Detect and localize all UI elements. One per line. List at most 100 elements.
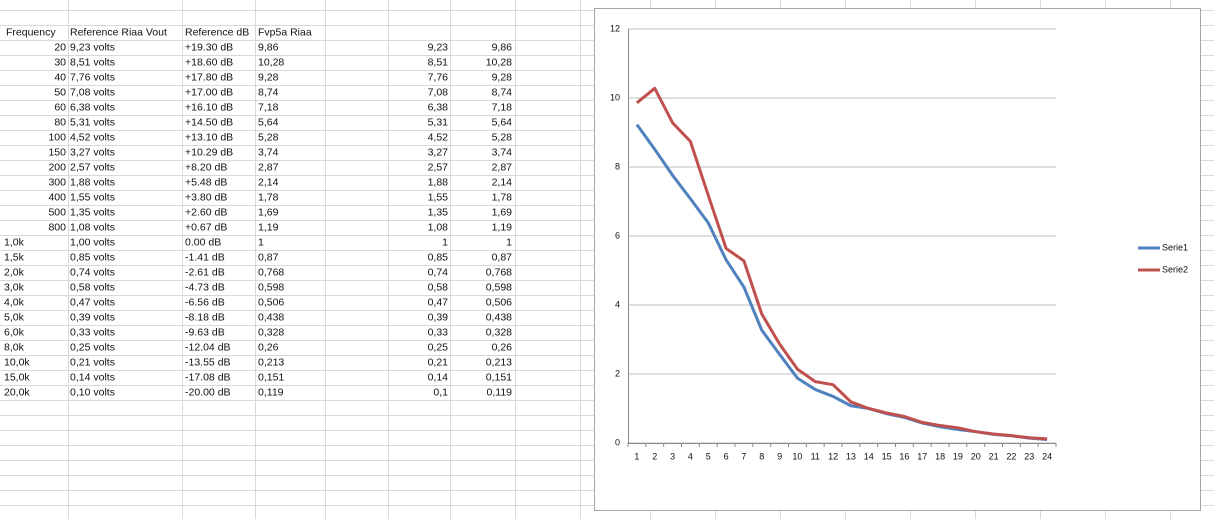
cell: 6,0k: [4, 326, 25, 338]
cell: 9,28: [492, 71, 513, 83]
x-tick-label: 22: [1006, 451, 1016, 461]
cell: 7,76: [428, 71, 449, 83]
cell: 5,28: [492, 131, 513, 143]
x-tick-label: 11: [811, 451, 820, 461]
cell: 150: [48, 146, 66, 158]
x-tick-label: 17: [917, 451, 927, 461]
cell: 0,25 volts: [70, 341, 115, 353]
cell: 3,0k: [4, 281, 25, 293]
cell: 10,28: [486, 56, 512, 68]
x-tick-label: 10: [792, 451, 802, 461]
cell: 10,28: [258, 56, 284, 68]
x-tick-label: 6: [724, 451, 729, 461]
y-tick-label: 6: [615, 230, 620, 240]
cell: 4,0k: [4, 296, 25, 308]
cell: 2,0k: [4, 266, 25, 278]
y-tick-label: 10: [610, 92, 620, 102]
cell: -17.08 dB: [185, 371, 231, 383]
x-tick-label: 16: [899, 451, 909, 461]
cell: 0,47: [428, 296, 449, 308]
cell: 0.00 dB: [185, 236, 221, 248]
cell: 0,87: [492, 251, 513, 263]
cell: 9,86: [492, 41, 513, 53]
cell: 8,0k: [4, 341, 25, 353]
cell: 9,28: [258, 71, 279, 83]
cell: 8,74: [492, 86, 513, 98]
cell: 0,438: [486, 311, 512, 323]
cell: 0,14: [428, 371, 449, 383]
cell: 400: [48, 191, 66, 203]
cell: 8,74: [258, 86, 279, 98]
cell: +3.80 dB: [185, 191, 227, 203]
cell: 0,438: [258, 311, 284, 323]
y-tick-label: 2: [615, 368, 620, 378]
cell: 0,39 volts: [70, 311, 115, 323]
x-tick-label: 3: [670, 451, 675, 461]
cell: 5,64: [492, 116, 513, 128]
series-line: [635, 86, 1048, 441]
cell: 0,1: [433, 386, 448, 398]
cell: 4,52 volts: [70, 131, 115, 143]
cell: 0,768: [486, 266, 512, 278]
x-tick-label: 8: [759, 451, 764, 461]
cell: 0,85 volts: [70, 251, 115, 263]
cell: 6,38: [428, 101, 449, 113]
cell: 60: [54, 101, 66, 113]
y-tick-label: 4: [615, 299, 620, 309]
cell: 7,76 volts: [70, 71, 115, 83]
cell: 0,39: [428, 311, 449, 323]
cell: 0,87: [258, 251, 279, 263]
cell: 40: [54, 71, 66, 83]
cell: 1,55 volts: [70, 191, 115, 203]
cell: 7,08 volts: [70, 86, 115, 98]
cell: 0,58: [428, 281, 449, 293]
x-tick-label: 4: [688, 451, 693, 461]
cell: 1,35 volts: [70, 206, 115, 218]
cell: 0,74 volts: [70, 266, 115, 278]
cell: 800: [48, 221, 66, 233]
cell: 3,74: [492, 146, 513, 158]
cell: 0,33: [428, 326, 449, 338]
cell: 3,27: [428, 146, 449, 158]
cell: +0.67 dB: [185, 221, 227, 233]
column-header: Reference dB: [185, 26, 249, 38]
cell: 500: [48, 206, 66, 218]
y-tick-label: 0: [615, 437, 620, 447]
cell: 4,52: [428, 131, 449, 143]
cell: 1,19: [258, 221, 279, 233]
cell: 2,57 volts: [70, 161, 115, 173]
cell: +16.10 dB: [185, 101, 233, 113]
column-header: Frequency: [6, 26, 56, 38]
cell: 1,69: [258, 206, 279, 218]
cell: 20,0k: [4, 386, 30, 398]
x-tick-label: 24: [1042, 451, 1052, 461]
cell: 0,21 volts: [70, 356, 115, 368]
cell: 0,328: [258, 326, 284, 338]
cell: 0,151: [486, 371, 512, 383]
cell: 2,87: [258, 161, 279, 173]
cell: 0,768: [258, 266, 284, 278]
cell: 1,78: [492, 191, 513, 203]
cell: 5,31: [428, 116, 449, 128]
cell: 0,151: [258, 371, 284, 383]
cell: 0,598: [258, 281, 284, 293]
cell: 6,38 volts: [70, 101, 115, 113]
cell: 1,78: [258, 191, 279, 203]
cell: 1,08: [428, 221, 449, 233]
x-tick-label: 7: [741, 451, 746, 461]
cell: -8.18 dB: [185, 311, 225, 323]
cell: 1,55: [428, 191, 449, 203]
cell: 3,74: [258, 146, 279, 158]
column-header: Fvp5a Riaa: [258, 26, 312, 38]
cell: -4.73 dB: [185, 281, 225, 293]
cell: 0,506: [486, 296, 512, 308]
cell: 7,18: [492, 101, 513, 113]
cell: +5.48 dB: [185, 176, 227, 188]
cell: 1,19: [492, 221, 513, 233]
cell: 1,35: [428, 206, 449, 218]
x-tick-label: 2: [652, 451, 657, 461]
cell: 50: [54, 86, 66, 98]
cell: 0,33 volts: [70, 326, 115, 338]
cell: 0,26: [258, 341, 279, 353]
cell: +13.10 dB: [185, 131, 233, 143]
